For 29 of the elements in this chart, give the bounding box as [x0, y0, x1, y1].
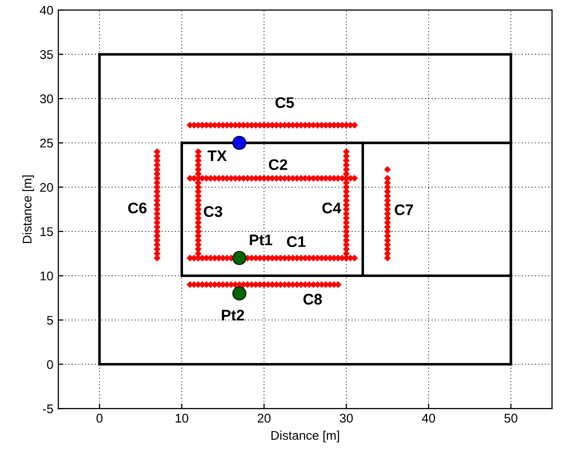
y-tick-label: 35 — [40, 50, 53, 59]
x-tick-label: 50 — [504, 414, 518, 423]
annotation: TX — [208, 150, 227, 161]
y-tick-label: 10 — [40, 272, 53, 280]
x-tick-label: 40 — [422, 414, 436, 423]
y-tick-label: 40 — [40, 6, 53, 15]
y-tick-label: 25 — [40, 138, 53, 148]
annotation: C2 — [268, 159, 288, 170]
annotation: C6 — [128, 202, 147, 214]
annotation: C8 — [303, 294, 322, 305]
y-tick-label: 20 — [40, 182, 53, 192]
y-tick-label: -5 — [42, 404, 53, 414]
annotation: Pt2 — [222, 310, 244, 321]
x-tick-label: 0 — [96, 414, 102, 423]
annotation: C5 — [275, 97, 294, 108]
x-tick-label: 30 — [340, 414, 353, 423]
annotation: C1 — [286, 236, 306, 248]
x-axis-title: Distance [m] — [271, 430, 340, 442]
annotation: Pt1 — [250, 234, 272, 246]
y-axis-title: Distance [m] — [22, 175, 34, 244]
x-tick-label: 10 — [176, 414, 188, 423]
y-tick-label: 15 — [40, 227, 53, 236]
y-tick-label: 0 — [47, 360, 53, 369]
annotation: C7 — [394, 204, 414, 216]
annotation: C3 — [204, 206, 222, 217]
y-tick-label: 5 — [47, 316, 53, 325]
annotation: C4 — [322, 202, 342, 214]
y-tick-label: 30 — [40, 94, 53, 104]
x-tick-label: 20 — [258, 414, 271, 423]
